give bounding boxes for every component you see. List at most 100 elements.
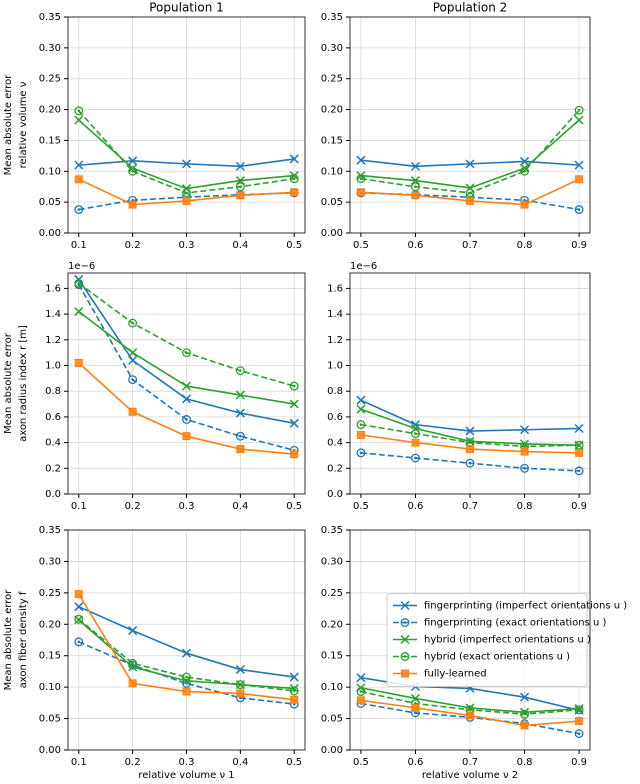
marker-ring: [289, 686, 299, 696]
marker-circle: [465, 188, 475, 198]
marker-square: [74, 358, 83, 367]
marker-square: [466, 711, 474, 720]
marker-square: [74, 175, 83, 184]
marker-x: [289, 418, 299, 428]
panel-title: Population 1: [149, 1, 224, 15]
marker-ring: [574, 205, 584, 214]
marker-ring: [128, 318, 138, 328]
x-tick-label: 0.5: [353, 501, 369, 512]
marker-dot: [359, 451, 363, 455]
marker-dot: [239, 434, 242, 438]
y-tick-label: 0.00: [39, 228, 61, 239]
y-tick-label: 0.15: [321, 135, 343, 146]
marker-x: [520, 425, 530, 435]
marker-circle: [128, 318, 138, 328]
marker-dot: [185, 682, 188, 685]
marker-stroke: [181, 159, 192, 169]
y-tick-label: 0.00: [321, 228, 343, 239]
y-tick-label: 0.15: [39, 135, 61, 146]
marker-stroke: [520, 692, 530, 702]
y-tick-label: 1.0: [45, 361, 61, 372]
marker-x: [235, 408, 245, 418]
marker-circle: [182, 188, 191, 198]
x-tick-label: 0.2: [125, 757, 141, 768]
marker-circle: [520, 463, 529, 473]
marker-circle: [411, 182, 420, 192]
marker-square: [575, 717, 584, 726]
x-axis-label: relative volume ν 1: [138, 770, 234, 781]
marker-ring: [411, 182, 420, 192]
y-axis-label: Mean absolute error: [3, 589, 14, 691]
offset-label: 1e−6: [68, 261, 95, 272]
plot-frame: [67, 16, 306, 234]
y-tick-label: 0.2: [45, 463, 61, 474]
y-tick-label: 0.00: [321, 745, 343, 756]
marker-x: [289, 672, 299, 682]
marker-circle: [356, 687, 366, 696]
y-tick-label: 0.20: [39, 619, 61, 630]
y-tick-label: 0.30: [321, 43, 343, 54]
marker-circle: [356, 174, 366, 184]
marker-ring: [411, 453, 420, 463]
marker-x: [356, 171, 366, 181]
marker-x: [520, 692, 530, 702]
marker-dot: [523, 467, 526, 470]
marker-circle: [574, 705, 584, 715]
y-tick-label: 0.15: [39, 651, 61, 662]
panel-title: Population 2: [433, 1, 508, 15]
x-tick-label: 0.5: [353, 757, 369, 768]
marker-ring: [574, 729, 584, 739]
x-tick-label: 0.4: [232, 757, 248, 768]
y-tick-label: 0.0: [45, 489, 61, 500]
marker-circle: [128, 166, 138, 176]
marker-ring: [289, 381, 299, 391]
marker-stroke: [289, 399, 299, 409]
y-tick-label: 0.20: [39, 105, 61, 116]
marker-dot: [468, 191, 472, 195]
marker-dot: [414, 185, 417, 189]
marker-square: [182, 687, 191, 696]
marker-stroke: [520, 707, 530, 717]
marker-dot: [577, 108, 581, 112]
marker-square: [182, 432, 191, 441]
plot-frame: [349, 272, 591, 495]
marker-circle: [574, 205, 584, 214]
marker-stroke: [574, 423, 584, 434]
x-tick-label: 0.4: [232, 240, 248, 251]
marker-ring: [235, 182, 245, 192]
marker-dot: [292, 689, 296, 693]
marker-dot: [292, 384, 296, 388]
marker-x: [356, 155, 366, 165]
marker-x: [574, 115, 584, 125]
x-tick-label: 0.8: [517, 240, 533, 251]
y-tick-label: 1.6: [45, 283, 61, 294]
marker-ring: [182, 672, 191, 682]
y-tick-label: 0.35: [321, 12, 343, 23]
marker-x: [235, 161, 245, 171]
marker-x: [520, 163, 530, 173]
marker-circle: [235, 366, 245, 376]
x-tick-label: 0.3: [179, 501, 195, 512]
marker-dot: [77, 640, 81, 644]
y-tick-label: 0.05: [321, 714, 343, 725]
marker-ring: [74, 106, 84, 116]
marker-dot: [523, 445, 526, 448]
y-tick-label: 0.10: [321, 682, 343, 693]
marker-square: [182, 196, 191, 205]
marker-dot: [131, 661, 134, 665]
y-tick-label: 0.20: [321, 619, 343, 630]
marker-ring: [574, 105, 584, 115]
marker-ring: [356, 174, 366, 184]
marker-stroke: [520, 163, 530, 173]
legend-marker: [400, 652, 410, 661]
marker-ring: [182, 188, 191, 198]
marker-circle: [356, 448, 366, 458]
marker-x: [181, 648, 192, 658]
marker-stroke: [356, 404, 366, 414]
marker-ring: [356, 448, 366, 458]
marker-ring: [356, 687, 366, 696]
legend-label: hybrid (imperfect orientations u ): [424, 635, 591, 646]
marker-x: [289, 399, 299, 409]
y-tick-label: 0.8: [45, 386, 61, 397]
